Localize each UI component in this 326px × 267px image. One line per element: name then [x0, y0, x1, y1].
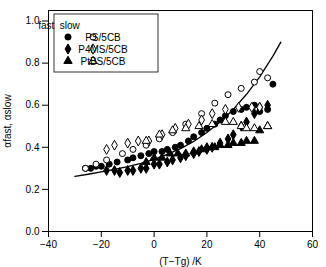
svg-text:0: 0 — [151, 239, 157, 250]
svg-text:0.0: 0.0 — [26, 226, 40, 237]
svg-text:40: 40 — [254, 239, 266, 250]
svg-text:fast slow: fast slow — [38, 20, 80, 31]
svg-text:0.6: 0.6 — [26, 99, 40, 110]
svg-text:P4MS/5CB: P4MS/5CB — [78, 44, 128, 55]
svg-text:PS/5CB: PS/5CB — [85, 32, 121, 43]
svg-text:αfast, αslow: αfast, αslow — [2, 94, 13, 148]
svg-text:−40: −40 — [40, 239, 57, 250]
svg-text:20: 20 — [201, 239, 213, 250]
svg-text:60: 60 — [307, 239, 319, 250]
svg-text:1.0: 1.0 — [25, 15, 40, 27]
svg-text:(T−Tg) /K: (T−Tg) /K — [159, 256, 202, 267]
svg-text:0.8: 0.8 — [26, 57, 40, 68]
svg-text:−20: −20 — [93, 239, 110, 250]
svg-text:PtBS/5CB: PtBS/5CB — [80, 56, 125, 67]
svg-text:0.4: 0.4 — [26, 142, 40, 153]
svg-text:0.2: 0.2 — [26, 184, 40, 195]
